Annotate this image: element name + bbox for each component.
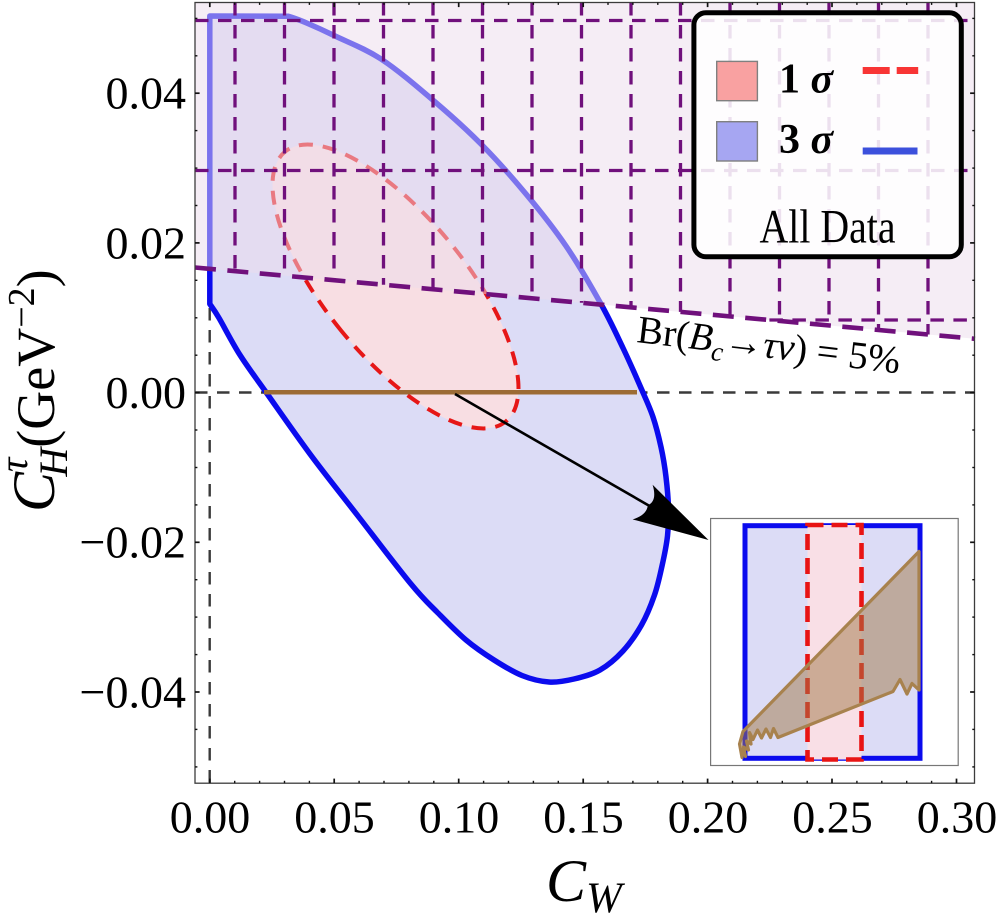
svg-text:0.00: 0.00: [170, 792, 251, 843]
svg-text:1 σ: 1 σ: [779, 57, 835, 103]
svg-text:0.05: 0.05: [294, 792, 375, 843]
svg-text:0.00: 0.00: [106, 367, 187, 418]
svg-text:0.02: 0.02: [106, 217, 187, 268]
svg-text:0.25: 0.25: [792, 792, 873, 843]
svg-text:3 σ: 3 σ: [779, 117, 835, 163]
svg-text:0.15: 0.15: [543, 792, 624, 843]
svg-text:−0.04: −0.04: [80, 666, 186, 717]
svg-text:CτH(GeV−2): CτH(GeV−2): [0, 269, 76, 512]
svg-text:0.20: 0.20: [668, 792, 749, 843]
svg-text:CW: CW: [546, 848, 626, 915]
svg-text:0.30: 0.30: [917, 792, 998, 843]
svg-text:−0.02: −0.02: [80, 517, 186, 568]
svg-text:0.10: 0.10: [419, 792, 500, 843]
svg-text:All Data: All Data: [760, 201, 896, 254]
svg-text:0.04: 0.04: [106, 68, 187, 119]
